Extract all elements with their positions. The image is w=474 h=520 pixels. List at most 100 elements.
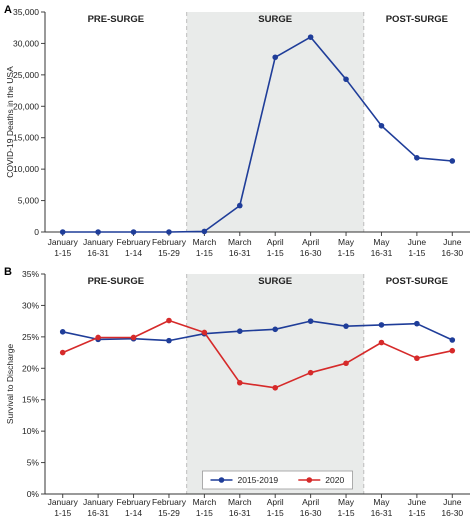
data-point	[378, 122, 385, 129]
x-tick-label-month: March	[228, 497, 252, 507]
y-tick-label: 0	[34, 227, 39, 237]
data-point	[236, 202, 243, 209]
y-tick-label: 20%	[22, 363, 39, 373]
x-tick-label-month: February	[152, 237, 187, 247]
data-point	[236, 328, 243, 335]
y-tick-label: 35%	[22, 269, 39, 279]
data-point	[130, 334, 137, 341]
y-tick-label: 15%	[22, 395, 39, 405]
x-tick-label-days: 1-15	[54, 248, 71, 258]
x-tick-label-days: 15-29	[158, 248, 180, 258]
data-point	[201, 228, 208, 235]
data-point	[414, 320, 420, 327]
data-point	[343, 360, 349, 367]
series-line	[62, 320, 453, 342]
x-tick-label-days: 1-14	[125, 508, 142, 518]
x-tick-label-days: 16-30	[441, 508, 463, 518]
data-point	[449, 337, 456, 343]
x-tick-label-days: 1-15	[196, 508, 213, 518]
data-point	[414, 155, 420, 161]
x-tick-label-days: 1-15	[338, 508, 355, 518]
period-label: PRE-SURGE	[88, 14, 144, 25]
legend-swatch-marker	[218, 477, 225, 483]
data-point	[272, 326, 279, 333]
data-point	[166, 317, 172, 324]
legend-swatch-marker	[306, 477, 313, 483]
data-point	[307, 318, 314, 324]
data-point	[378, 339, 385, 346]
x-tick-label-month: April	[267, 237, 284, 247]
legend-label: 2020	[325, 475, 344, 485]
x-tick-label-month: April	[302, 497, 319, 507]
x-tick-label-month: April	[267, 497, 284, 507]
y-tick-label: 5,000	[18, 196, 40, 206]
x-tick-label-month: January	[83, 237, 114, 247]
x-tick-label-days: 16-30	[441, 248, 463, 258]
data-point	[272, 54, 279, 61]
y-tick-label: 30,000	[13, 38, 39, 48]
data-point	[307, 34, 314, 40]
data-point	[95, 334, 101, 341]
series-line	[62, 36, 453, 233]
x-tick-label-month: June	[443, 497, 462, 507]
x-tick-label-days: 16-30	[300, 248, 322, 258]
y-tick-label: 10%	[22, 426, 39, 436]
data-point	[307, 369, 314, 376]
y-tick-label: 10,000	[13, 164, 39, 174]
series-line	[62, 319, 453, 389]
x-tick-label-month: May	[338, 237, 355, 247]
data-point	[59, 229, 66, 235]
x-tick-label-month: June	[408, 497, 427, 507]
y-tick-label: 35,000	[13, 7, 39, 17]
data-point	[95, 229, 101, 235]
data-point	[166, 337, 172, 344]
x-tick-label-month: June	[408, 237, 427, 247]
x-tick-label-days: 1-15	[267, 508, 284, 518]
surge-shading	[186, 274, 364, 494]
x-tick-label-month: January	[48, 237, 79, 247]
x-tick-label-days: 16-31	[371, 248, 393, 258]
x-tick-label-month: May	[373, 237, 390, 247]
data-point	[272, 384, 279, 391]
data-point	[130, 229, 137, 235]
x-tick-label-month: February	[117, 497, 152, 507]
x-tick-label-month: February	[152, 497, 187, 507]
legend-label: 2015-2019	[238, 475, 279, 485]
x-tick-label-month: March	[193, 237, 217, 247]
period-label: SURGE	[258, 14, 292, 25]
x-tick-label-month: March	[228, 237, 252, 247]
x-tick-label-month: April	[302, 237, 319, 247]
surge-shading	[186, 12, 364, 232]
data-point	[201, 329, 208, 336]
x-tick-label-days: 16-31	[229, 508, 251, 518]
x-tick-label-month: June	[443, 237, 462, 247]
data-point	[414, 355, 420, 362]
y-tick-label: 25%	[22, 332, 39, 342]
x-tick-label-month: January	[48, 497, 79, 507]
y-axis-title: COVID-19 Deaths in the USA	[5, 66, 15, 178]
data-point	[449, 158, 456, 164]
data-point	[236, 379, 243, 386]
period-label: PRE-SURGE	[88, 276, 144, 287]
x-tick-label-month: May	[373, 497, 390, 507]
x-tick-label-days: 1-15	[338, 248, 355, 258]
x-tick-label-days: 16-31	[87, 248, 109, 258]
x-tick-label-days: 1-15	[408, 248, 425, 258]
data-point	[378, 322, 385, 328]
period-label: POST-SURGE	[386, 276, 448, 287]
data-point	[343, 76, 349, 83]
y-axis-title: Survival to Discharge	[5, 344, 15, 425]
data-point	[59, 349, 66, 356]
x-tick-label-days: 16-31	[229, 248, 251, 258]
x-tick-label-days: 16-31	[87, 508, 109, 518]
y-tick-label: 15,000	[13, 133, 39, 143]
data-point	[449, 347, 456, 354]
y-tick-label: 0%	[27, 489, 40, 499]
x-tick-label-month: May	[338, 497, 355, 507]
period-label: SURGE	[258, 276, 292, 287]
data-point	[343, 323, 349, 329]
x-tick-label-days: 15-29	[158, 508, 180, 518]
y-tick-label: 25,000	[13, 70, 39, 80]
x-tick-label-days: 1-15	[196, 248, 213, 258]
